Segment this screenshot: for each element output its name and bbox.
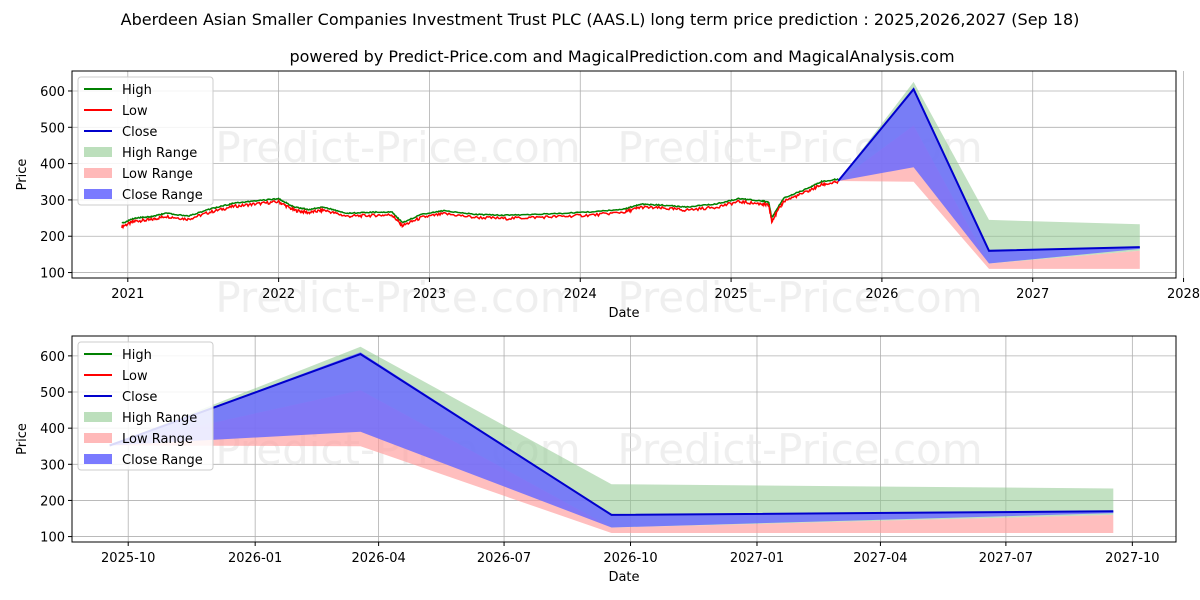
y-tick-label: 100 [40, 531, 65, 546]
x-tick-label: 2027-04 [853, 551, 907, 566]
legend-label: Low [122, 104, 148, 119]
high-series-line [121, 178, 839, 224]
y-axis-label: Price [15, 423, 30, 455]
high-range-band [838, 81, 1140, 264]
legend-label: High Range [122, 411, 197, 426]
legend-swatch [84, 433, 112, 443]
x-axis: 2021 2022 2023 2024 2025 2026 2027 2028 [111, 278, 1200, 302]
x-tick-label: 2027 [1016, 287, 1049, 302]
x-tick-label: 2025 [715, 287, 748, 302]
panel-forecast-zoom: Predict-Price.comPredict-Price.com2025-1… [15, 335, 1177, 585]
plot-area [109, 346, 1114, 533]
x-tick-label: 2027-07 [979, 551, 1033, 566]
close-forecast-line [109, 352, 1114, 516]
legend-label: High [122, 348, 152, 363]
chart-subtitle: powered by Predict-Price.com and Magical… [289, 47, 954, 66]
watermarks: Predict-Price.com Predict-Price.com Predic… [215, 123, 982, 322]
legend-label: Low Range [122, 167, 193, 182]
close-range-band [109, 352, 1114, 528]
x-tick-label: 2023 [413, 287, 446, 302]
y-tick-label: 300 [40, 194, 65, 209]
x-tick-label: 2026 [865, 287, 898, 302]
y-axis: 100 200 300 400 500 600 [40, 85, 72, 282]
legend-label: Close Range [122, 453, 203, 468]
close-range-band [838, 87, 1140, 264]
y-tick-label: 300 [40, 458, 65, 473]
high-range-band [109, 346, 1114, 528]
y-tick-label: 600 [40, 350, 65, 365]
legend: High Low Close High Range Low Range Close Ran… [77, 76, 214, 206]
watermark-text: Predict-Price.com [215, 273, 580, 322]
y-axis-label: Price [15, 159, 30, 191]
y-axis: 100 200 300 400 500 600 [40, 350, 72, 546]
x-tick-label: 2021 [111, 287, 144, 302]
x-tick-label: 2028 [1167, 287, 1200, 302]
y-tick-label: 400 [40, 422, 65, 437]
panel-long-term: Predict-Price.com Predict-Price.com Predic… [15, 70, 1200, 322]
legend-swatch [84, 454, 112, 464]
y-tick-label: 400 [40, 158, 65, 173]
watermark-text: Predict-Price.com [617, 273, 982, 322]
legend-label: Low Range [122, 432, 193, 447]
low-series-line [121, 180, 839, 230]
x-tick-label: 2026-04 [351, 551, 405, 566]
y-tick-label: 600 [40, 85, 65, 100]
legend-swatch [84, 189, 112, 199]
y-tick-label: 200 [40, 230, 65, 245]
y-tick-label: 200 [40, 494, 65, 509]
x-tick-label: 2027-01 [730, 551, 784, 566]
y-tick-label: 500 [40, 121, 65, 136]
x-axis: 2025-10 2026-01 2026-04 2026-07 2026-10 2027-… [101, 542, 1160, 566]
x-tick-label: 2026-01 [228, 551, 282, 566]
plot-area [121, 81, 1140, 269]
x-tick-label: 2027-10 [1105, 551, 1159, 566]
legend-label: Close [122, 125, 157, 140]
watermark-text: Predict-Price.com [215, 123, 580, 172]
legend-label: Close Range [122, 188, 203, 203]
legend-label: Close [122, 390, 157, 405]
x-tick-label: 2025-10 [101, 551, 155, 566]
x-tick-label: 2022 [262, 287, 295, 302]
x-tick-label: 2024 [564, 287, 597, 302]
x-axis-label: Date [608, 306, 639, 321]
y-tick-label: 500 [40, 386, 65, 401]
watermark-text: Predict-Price.com [617, 425, 982, 474]
chart-title: Aberdeen Asian Smaller Companies Investm… [121, 10, 1080, 29]
axes-frame [71, 70, 1177, 279]
legend-swatch [84, 412, 112, 422]
x-axis-label: Date [608, 570, 639, 585]
x-tick-label: 2026-10 [603, 551, 657, 566]
close-forecast-line [837, 87, 1140, 252]
legend-swatch [84, 168, 112, 178]
legend-label: High Range [122, 146, 197, 161]
y-tick-label: 100 [40, 267, 65, 282]
axes-frame [71, 335, 1177, 543]
legend-label: Low [122, 369, 148, 384]
legend-label: High [122, 83, 152, 98]
x-tick-label: 2026-07 [477, 551, 531, 566]
legend-swatch [84, 147, 112, 157]
legend: High Low Close High Range Low Range Close Ran… [77, 341, 214, 471]
